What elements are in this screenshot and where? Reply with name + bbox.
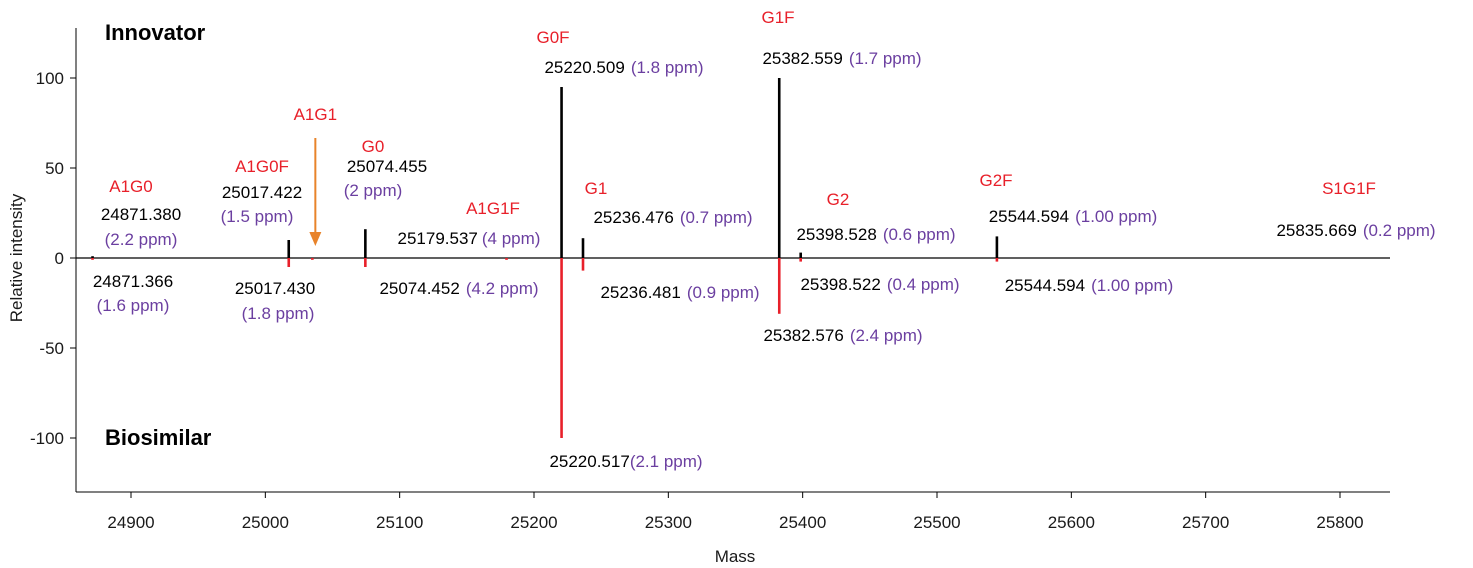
innovator-a1g0-ppm-label: (2.2 ppm) xyxy=(105,230,178,249)
biosimilar-g1-label: 25236.481 (0.9 ppm) xyxy=(600,283,759,302)
biosimilar-g2-label-ppm: (0.4 ppm) xyxy=(887,275,960,294)
biosimilar-g2-label-mass: 25398.522 xyxy=(800,275,880,294)
biosimilar-a1g0f-mass-label: 25017.430 xyxy=(235,279,315,298)
biosimilar-g0f-label: 25220.517(2.1 ppm) xyxy=(549,452,702,471)
y-tick-label: 50 xyxy=(45,159,64,178)
x-tick-label: 25300 xyxy=(645,513,692,532)
innovator-g1f-label-ppm: (1.7 ppm) xyxy=(849,49,922,68)
innovator-a1g0f-glycan-label: A1G0F xyxy=(235,157,289,176)
biosimilar-g0f-label-ppm: (2.1 ppm) xyxy=(630,452,703,471)
innovator-a1g1f-label: 25179.537 (4 ppm) xyxy=(398,229,541,248)
biosimilar-g2f-label-mass: 25544.594 xyxy=(1005,276,1085,295)
x-tick-label: 25700 xyxy=(1182,513,1229,532)
innovator-g0f-glycan-label: G0F xyxy=(536,28,569,47)
innovator-g0-glycan-label: G0 xyxy=(362,137,385,156)
innovator-g2f-label-ppm: (1.00 ppm) xyxy=(1075,207,1157,226)
x-tick-label: 25400 xyxy=(779,513,826,532)
innovator-g2-label-ppm: (0.6 ppm) xyxy=(883,225,956,244)
innovator-a1g1f-glycan-label: A1G1F xyxy=(466,199,520,218)
peak-labels: A1G0 24871.380 (2.2 ppm) A1G0F 25017.422 (1.5… xyxy=(93,8,1436,471)
innovator-g1f-label: 25382.559 (1.7 ppm) xyxy=(762,49,921,68)
innovator-g2-glycan-label: G2 xyxy=(827,190,850,209)
innovator-g2f-glycan-label: G2F xyxy=(979,171,1012,190)
innovator-s1g1f-label-ppm: (0.2 ppm) xyxy=(1363,221,1436,240)
innovator-g1f-glycan-label: G1F xyxy=(761,8,794,27)
biosimilar-g2f-label: 25544.594 (1.00 ppm) xyxy=(1005,276,1174,295)
x-tick-label: 25100 xyxy=(376,513,423,532)
innovator-s1g1f-label-mass: 25835.669 xyxy=(1276,221,1356,240)
biosimilar-g1f-label-mass: 25382.576 xyxy=(763,326,843,345)
x-tick-label: 25600 xyxy=(1048,513,1095,532)
biosimilar-panel-label: Biosimilar xyxy=(105,425,212,450)
innovator-a1g0-glycan-label: A1G0 xyxy=(109,177,152,196)
y-tick-label: -50 xyxy=(39,339,64,358)
biosimilar-a1g0f-ppm-label: (1.8 ppm) xyxy=(242,304,315,323)
a1g1-annotation-label: A1G1 xyxy=(294,105,337,124)
innovator-a1g0f-ppm-label: (1.5 ppm) xyxy=(221,207,294,226)
x-tick-label: 25500 xyxy=(913,513,960,532)
innovator-peaks xyxy=(91,78,999,258)
biosimilar-g0-label-mass: 25074.452 xyxy=(379,279,459,298)
innovator-g1-label-ppm: (0.7 ppm) xyxy=(680,208,753,227)
y-tick-label: 0 xyxy=(55,249,64,268)
innovator-g0-ppm-label: (2 ppm) xyxy=(344,181,403,200)
x-tick-label: 25000 xyxy=(242,513,289,532)
x-axis-title: Mass xyxy=(715,547,756,566)
axes: 100 50 0 -50 -100 24900 25000 25100 25200 25300 25… xyxy=(30,28,1390,532)
innovator-a1g0-mass-label: 24871.380 xyxy=(101,205,181,224)
biosimilar-g1-label-mass: 25236.481 xyxy=(600,283,680,302)
innovator-a1g1f-label-ppm: (4 ppm) xyxy=(482,229,541,248)
innovator-g0f-label-ppm: (1.8 ppm) xyxy=(631,58,704,77)
biosimilar-g1-label-ppm: (0.9 ppm) xyxy=(687,283,760,302)
biosimilar-g1f-label-ppm: (2.4 ppm) xyxy=(850,326,923,345)
innovator-s1g1f-label: 25835.669 (0.2 ppm) xyxy=(1276,221,1435,240)
y-tick-label: 100 xyxy=(36,69,64,88)
innovator-panel-label: Innovator xyxy=(105,20,206,45)
innovator-g1-label: 25236.476 (0.7 ppm) xyxy=(593,208,752,227)
biosimilar-g0f-label-mass: 25220.517 xyxy=(549,452,629,471)
innovator-g0f-label-mass: 25220.509 xyxy=(544,58,624,77)
biosimilar-g2-label: 25398.522 (0.4 ppm) xyxy=(800,275,959,294)
innovator-g2f-label-mass: 25544.594 xyxy=(989,207,1069,226)
innovator-a1g0f-mass-label: 25017.422 xyxy=(222,183,302,202)
biosimilar-g0-label: 25074.452 (4.2 ppm) xyxy=(379,279,538,298)
biosimilar-g1f-label: 25382.576 (2.4 ppm) xyxy=(763,326,922,345)
biosimilar-a1g0-ppm-label: (1.6 ppm) xyxy=(97,296,170,315)
biosimilar-g2f-label-ppm: (1.00 ppm) xyxy=(1091,276,1173,295)
innovator-g1-label-mass: 25236.476 xyxy=(593,208,673,227)
y-axis-title: Relative intensity xyxy=(7,193,26,322)
biosimilar-g0-label-ppm: (4.2 ppm) xyxy=(466,279,539,298)
innovator-g1-glycan-label: G1 xyxy=(585,179,608,198)
x-tick-label: 25200 xyxy=(510,513,557,532)
a1g1-arrow-head xyxy=(309,232,322,246)
x-tick-label: 25800 xyxy=(1316,513,1363,532)
annotations: A1G1 xyxy=(294,105,337,246)
innovator-g1f-label-mass: 25382.559 xyxy=(762,49,842,68)
biosimilar-peaks xyxy=(91,258,999,438)
biosimilar-a1g0-mass-label: 24871.366 xyxy=(93,272,173,291)
innovator-g0f-label: 25220.509 (1.8 ppm) xyxy=(544,58,703,77)
innovator-s1g1f-glycan-label: S1G1F xyxy=(1322,179,1376,198)
innovator-g2f-label: 25544.594 (1.00 ppm) xyxy=(989,207,1158,226)
innovator-g2-label-mass: 25398.528 xyxy=(796,225,876,244)
innovator-g2-label: 25398.528 (0.6 ppm) xyxy=(796,225,955,244)
x-tick-label: 24900 xyxy=(107,513,154,532)
innovator-a1g1f-label-mass: 25179.537 xyxy=(398,229,478,248)
y-tick-label: -100 xyxy=(30,429,64,448)
innovator-g0-mass-label: 25074.455 xyxy=(347,157,427,176)
